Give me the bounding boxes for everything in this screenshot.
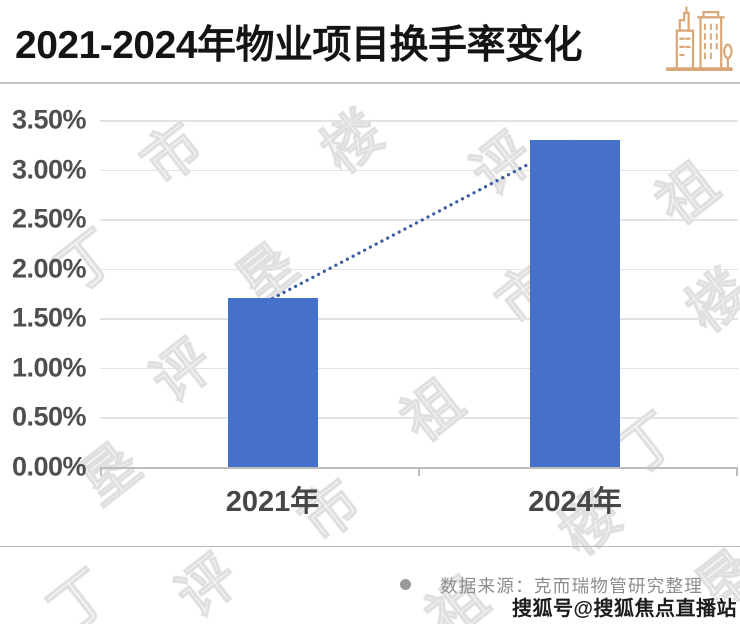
y-tick-label: 0.00% — [12, 451, 87, 482]
turnover-rate-bar-chart: 3.50% 3.00% 2.50% 2.00% 1.50% 1.00% 0.50% 0.00%… — [12, 105, 738, 518]
source-text: 数据来源：克而瑞物管研究整理 — [440, 576, 704, 596]
source-bullet-icon — [400, 579, 411, 590]
gridline — [100, 169, 738, 172]
y-axis: 3.50% 3.00% 2.50% 2.00% 1.50% 1.00% 0.50% 0.00% — [12, 105, 98, 482]
bar-2021年 — [227, 298, 318, 467]
x-axis-tick — [736, 467, 738, 476]
x-tick-label: 2021年 — [225, 486, 320, 518]
page-title: 2021-2024年物业项目换手率变化 — [15, 24, 583, 67]
header-divider — [0, 82, 740, 84]
gridline — [100, 219, 738, 221]
plot-area — [100, 120, 738, 476]
y-tick-label: 1.00% — [12, 352, 87, 383]
gridline — [100, 367, 738, 370]
gridline — [100, 318, 738, 320]
footer-divider — [0, 546, 740, 547]
source-row: 数据来源：克而瑞物管研究整理 — [0, 570, 740, 600]
x-tick-label: 2024年 — [528, 486, 622, 518]
x-axis-tick — [100, 467, 102, 476]
gridline — [100, 120, 738, 122]
y-tick-label: 2.00% — [12, 253, 87, 284]
y-tick-label: 3.00% — [12, 154, 87, 185]
gridline — [100, 268, 738, 271]
y-tick-label: 3.50% — [12, 104, 87, 135]
gridline — [100, 417, 738, 419]
bar-2024年 — [530, 139, 620, 467]
x-axis: 2021年 2024年 — [100, 478, 738, 518]
city-buildings-icon — [666, 6, 733, 71]
trendline-dotted — [270, 138, 577, 301]
y-tick-label: 0.50% — [12, 401, 87, 432]
y-tick-label: 2.50% — [12, 203, 87, 234]
x-axis-tick — [418, 467, 420, 476]
sohu-account-watermark: 搜狐号@搜狐焦点直播站 — [511, 598, 737, 620]
y-tick-label: 1.50% — [12, 302, 87, 333]
